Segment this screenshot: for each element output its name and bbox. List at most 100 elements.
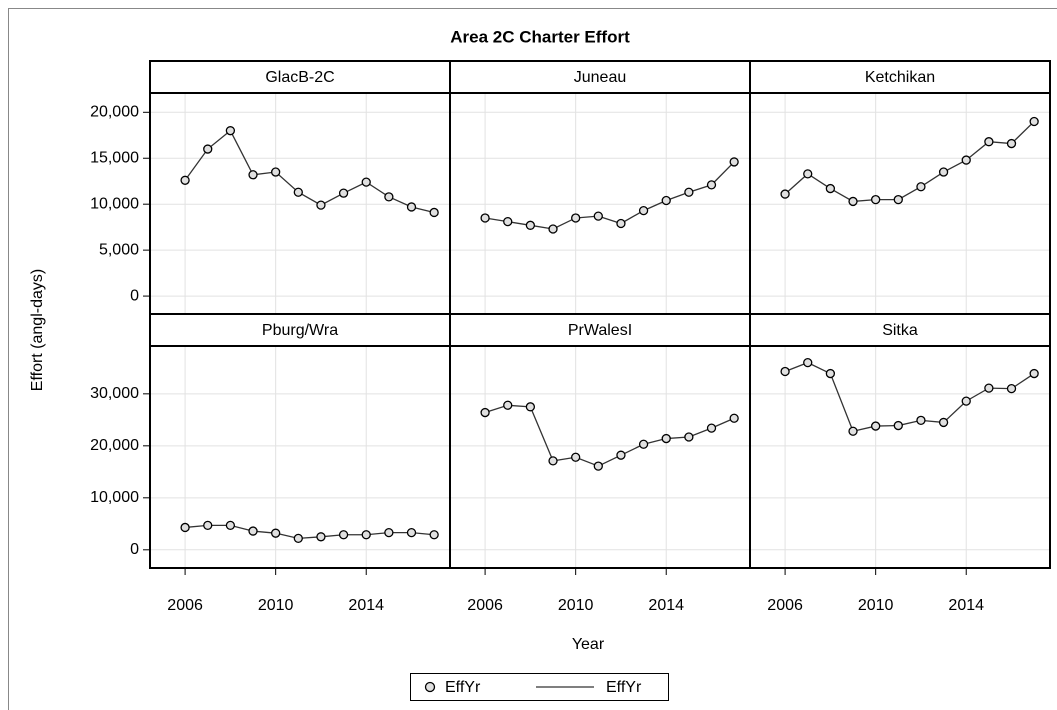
data-point bbox=[729, 157, 739, 167]
y-tick-label: 30,000 bbox=[90, 385, 139, 402]
data-point bbox=[429, 207, 439, 218]
y-tick-label: 20,000 bbox=[90, 437, 139, 454]
panel-title: GlacB-2C bbox=[265, 69, 334, 86]
data-point bbox=[571, 452, 581, 462]
data-point bbox=[316, 200, 326, 210]
legend-label: EffYr bbox=[606, 679, 642, 696]
data-point bbox=[429, 530, 439, 540]
y-tick-label: 0 bbox=[130, 287, 139, 304]
x-tick-label: 2010 bbox=[258, 597, 294, 614]
data-point bbox=[384, 192, 394, 202]
data-point bbox=[1029, 368, 1039, 379]
data-point bbox=[871, 194, 881, 205]
data-point bbox=[1029, 116, 1039, 127]
data-point bbox=[203, 144, 213, 154]
x-tick-label: 2014 bbox=[948, 597, 984, 614]
data-point bbox=[593, 461, 603, 471]
data-point bbox=[338, 530, 349, 540]
data-point bbox=[293, 187, 303, 197]
panel-title: Ketchikan bbox=[865, 69, 935, 86]
panel-header bbox=[149, 60, 451, 94]
legend-label: EffYr bbox=[445, 679, 481, 696]
data-point bbox=[571, 213, 581, 223]
data-point bbox=[503, 400, 513, 410]
data-point bbox=[1006, 383, 1017, 394]
y-tick-label: 5,000 bbox=[99, 241, 139, 258]
data-point bbox=[961, 155, 971, 165]
panel-title: PrWalesI bbox=[568, 322, 632, 339]
data-point bbox=[548, 224, 558, 234]
y-axis-label: Effort (angl-days) bbox=[29, 269, 46, 391]
data-point bbox=[916, 182, 926, 192]
frame bbox=[8, 8, 1057, 710]
x-tick-label: 2006 bbox=[467, 597, 503, 614]
data-point bbox=[780, 366, 790, 377]
x-axis-label: Year bbox=[572, 636, 605, 653]
data-point bbox=[684, 187, 694, 197]
data-point bbox=[480, 213, 490, 223]
data-point bbox=[406, 202, 417, 212]
panel-header bbox=[449, 313, 751, 347]
data-point bbox=[848, 426, 858, 436]
data-point bbox=[180, 522, 190, 533]
data-point bbox=[825, 368, 836, 379]
data-point bbox=[638, 439, 649, 449]
data-point bbox=[661, 195, 671, 206]
data-point bbox=[203, 520, 213, 531]
x-tick-label: 2010 bbox=[858, 597, 894, 614]
x-tick-label: 2014 bbox=[348, 597, 384, 614]
data-point bbox=[803, 357, 813, 368]
data-point bbox=[361, 530, 371, 540]
data-point bbox=[706, 180, 717, 190]
data-point bbox=[225, 126, 236, 136]
data-point bbox=[271, 528, 281, 538]
panel-title: Pburg/Wra bbox=[262, 322, 338, 339]
data-point bbox=[684, 432, 694, 442]
data-point bbox=[893, 420, 903, 431]
data-point bbox=[361, 177, 371, 187]
data-point bbox=[316, 532, 326, 542]
data-point bbox=[480, 407, 490, 418]
data-point bbox=[248, 526, 258, 536]
data-point bbox=[593, 211, 603, 221]
x-tick-label: 2010 bbox=[558, 597, 594, 614]
data-point bbox=[384, 527, 394, 538]
data-point bbox=[825, 183, 836, 194]
data-point bbox=[780, 189, 790, 199]
data-point bbox=[916, 415, 926, 425]
data-point bbox=[803, 169, 813, 179]
panel-title: Sitka bbox=[882, 322, 918, 339]
panel-header bbox=[149, 313, 451, 347]
data-point bbox=[961, 396, 971, 406]
data-point bbox=[1006, 138, 1017, 149]
y-tick-label: 10,000 bbox=[90, 195, 139, 212]
data-point bbox=[706, 423, 717, 433]
legend-marker bbox=[424, 681, 436, 693]
data-point bbox=[871, 421, 881, 431]
y-tick-label: 15,000 bbox=[90, 149, 139, 166]
y-tick-label: 0 bbox=[130, 541, 139, 558]
data-point bbox=[616, 450, 626, 460]
panel-title: Juneau bbox=[574, 69, 627, 86]
data-point bbox=[180, 175, 190, 185]
data-point bbox=[638, 205, 649, 216]
data-point bbox=[271, 167, 281, 177]
x-tick-label: 2006 bbox=[767, 597, 803, 614]
data-point bbox=[938, 417, 949, 428]
x-tick-label: 2006 bbox=[167, 597, 203, 614]
data-point bbox=[729, 413, 739, 423]
data-point bbox=[225, 520, 236, 531]
data-point bbox=[406, 527, 417, 538]
panel-border bbox=[749, 345, 1051, 569]
panel-header bbox=[749, 313, 1051, 347]
y-tick-label: 10,000 bbox=[90, 489, 139, 506]
data-point bbox=[661, 433, 671, 444]
data-point bbox=[248, 170, 258, 180]
data-point bbox=[503, 216, 513, 227]
y-tick-label: 20,000 bbox=[90, 104, 139, 121]
data-point bbox=[616, 218, 626, 229]
data-point bbox=[338, 188, 349, 198]
data-point bbox=[548, 456, 558, 466]
data-point bbox=[293, 533, 303, 544]
